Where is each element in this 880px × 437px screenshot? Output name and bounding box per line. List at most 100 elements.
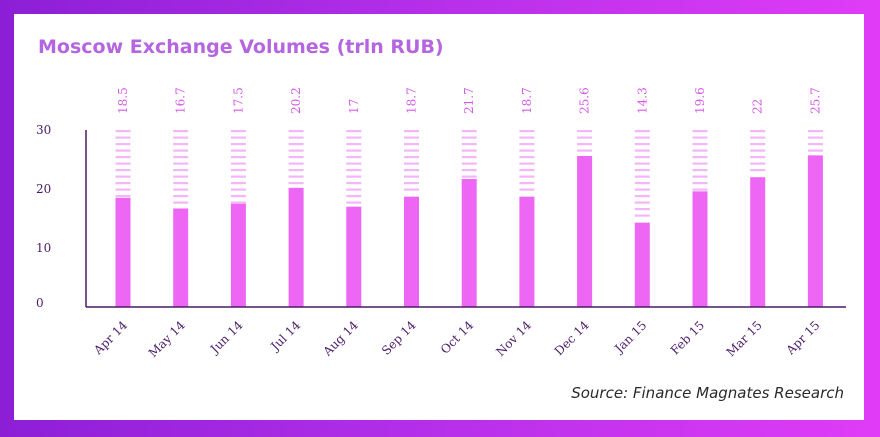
bar-track	[577, 130, 593, 152]
bar	[807, 155, 823, 307]
bar-track-dash	[230, 136, 246, 139]
bar-track-dash	[750, 136, 766, 139]
bar-track-dash	[115, 149, 131, 152]
bar-track-dash	[519, 136, 535, 139]
x-category-label: Apr 15	[783, 318, 823, 358]
x-category-label: May 14	[146, 318, 188, 360]
bar-track-dash	[519, 156, 535, 159]
bar-track	[173, 130, 189, 204]
bar-track-dash	[634, 136, 650, 139]
bar-track-dash	[404, 162, 419, 165]
bar-track-dash	[577, 149, 593, 152]
bar-track-dash	[404, 130, 419, 133]
bar-track-dash	[115, 136, 131, 139]
bar-track-dash	[230, 188, 246, 191]
y-tick-label: 20	[36, 182, 51, 196]
bar-track-dash	[519, 162, 535, 165]
bar-track-dash	[577, 143, 593, 146]
bar-track-dash	[173, 195, 189, 198]
bar-track-dash	[115, 182, 131, 185]
bar-track-dash	[346, 201, 362, 204]
bar-track-dash	[519, 182, 535, 185]
bar-track-dash	[230, 130, 246, 133]
y-tick-label: 30	[36, 123, 51, 137]
bar	[750, 177, 766, 307]
x-category-label: Feb 15	[668, 318, 707, 357]
bar-track-dash	[634, 214, 650, 217]
bar-track-dash	[692, 182, 708, 185]
bar-track-dash	[634, 149, 650, 152]
bar-track-dash	[750, 143, 766, 146]
bar-track-dash	[404, 156, 419, 159]
bar-track-dash	[461, 162, 477, 165]
bar-track-dash	[692, 130, 708, 133]
bar-track-dash	[346, 162, 362, 165]
bar-track-dash	[115, 188, 131, 191]
bar-track-dash	[404, 175, 419, 178]
bar-track-dash	[346, 143, 362, 146]
bar-value-label: 25.6	[578, 87, 592, 114]
bar-track-dash	[519, 130, 535, 133]
x-category-label: Mar 15	[724, 318, 765, 359]
x-category-label: Jan 15	[611, 318, 650, 357]
bar-track-dash	[288, 175, 304, 178]
x-category-label: Apr 14	[90, 318, 130, 358]
bar-track-dash	[692, 175, 708, 178]
chart-title: Moscow Exchange Volumes (trln RUB)	[38, 36, 444, 58]
bar	[288, 187, 304, 307]
bar-track-dash	[404, 136, 419, 139]
bar-track-dash	[230, 182, 246, 185]
x-category-label: Dec 14	[552, 318, 592, 358]
bar	[519, 196, 535, 307]
bar-value-label: 14.3	[635, 87, 649, 114]
bar-track-dash	[346, 195, 362, 198]
bar-track	[404, 130, 419, 191]
bar-track-dash	[173, 162, 189, 165]
bar-track-dash	[519, 188, 535, 191]
bar-value-label: 20.2	[289, 87, 303, 114]
bar-track-dash	[230, 195, 246, 198]
x-category-label: Jul 14	[267, 318, 304, 355]
bar-value-label: 18.7	[405, 87, 419, 114]
bar-track-dash	[173, 175, 189, 178]
bar	[692, 191, 708, 307]
bar-track-dash	[288, 143, 304, 146]
bar-value-label: 22	[751, 99, 765, 114]
bar-value-label: 19.6	[693, 87, 707, 114]
bar	[577, 155, 593, 307]
bar-track-dash	[750, 169, 766, 172]
bar-track-dash	[519, 169, 535, 172]
bar-track-dash	[404, 188, 419, 191]
bar-track-dash	[288, 182, 304, 185]
x-category-label: Sep 14	[379, 318, 419, 358]
x-category-label: Aug 14	[320, 318, 361, 359]
bar-track-dash	[115, 162, 131, 165]
bar-track-dash	[634, 143, 650, 146]
bar-track	[519, 130, 535, 191]
bar-track-dash	[346, 188, 362, 191]
bar-chart: 0 10 20 30 18.5 16.7 17.5 20.2 17 18.7 21.7 18.7 25…	[36, 87, 846, 360]
bar-track-dash	[115, 169, 131, 172]
bar-track-dash	[173, 182, 189, 185]
bar	[404, 196, 419, 307]
bar-track-dash	[519, 175, 535, 178]
bar-track	[634, 130, 650, 217]
source-note: Source: Finance Magnates Research	[571, 384, 844, 402]
bar-track	[750, 130, 766, 172]
bar-track-dash	[461, 169, 477, 172]
bar-track-dash	[288, 149, 304, 152]
bar-track-dash	[404, 169, 419, 172]
bar-track	[461, 130, 477, 178]
bar-track-dash	[461, 156, 477, 159]
bar-track-dash	[346, 130, 362, 133]
bar-track-dash	[173, 169, 189, 172]
y-tick-label: 10	[36, 241, 51, 255]
bar-track-dash	[404, 182, 419, 185]
bar-track-dash	[230, 162, 246, 165]
bar-track-dash	[634, 201, 650, 204]
bar-track-dash	[807, 130, 823, 133]
bar-track-dash	[115, 156, 131, 159]
bar-value-label: 21.7	[462, 87, 476, 114]
x-category-label: Jun 14	[206, 318, 245, 357]
y-tick-label: 0	[36, 296, 44, 310]
